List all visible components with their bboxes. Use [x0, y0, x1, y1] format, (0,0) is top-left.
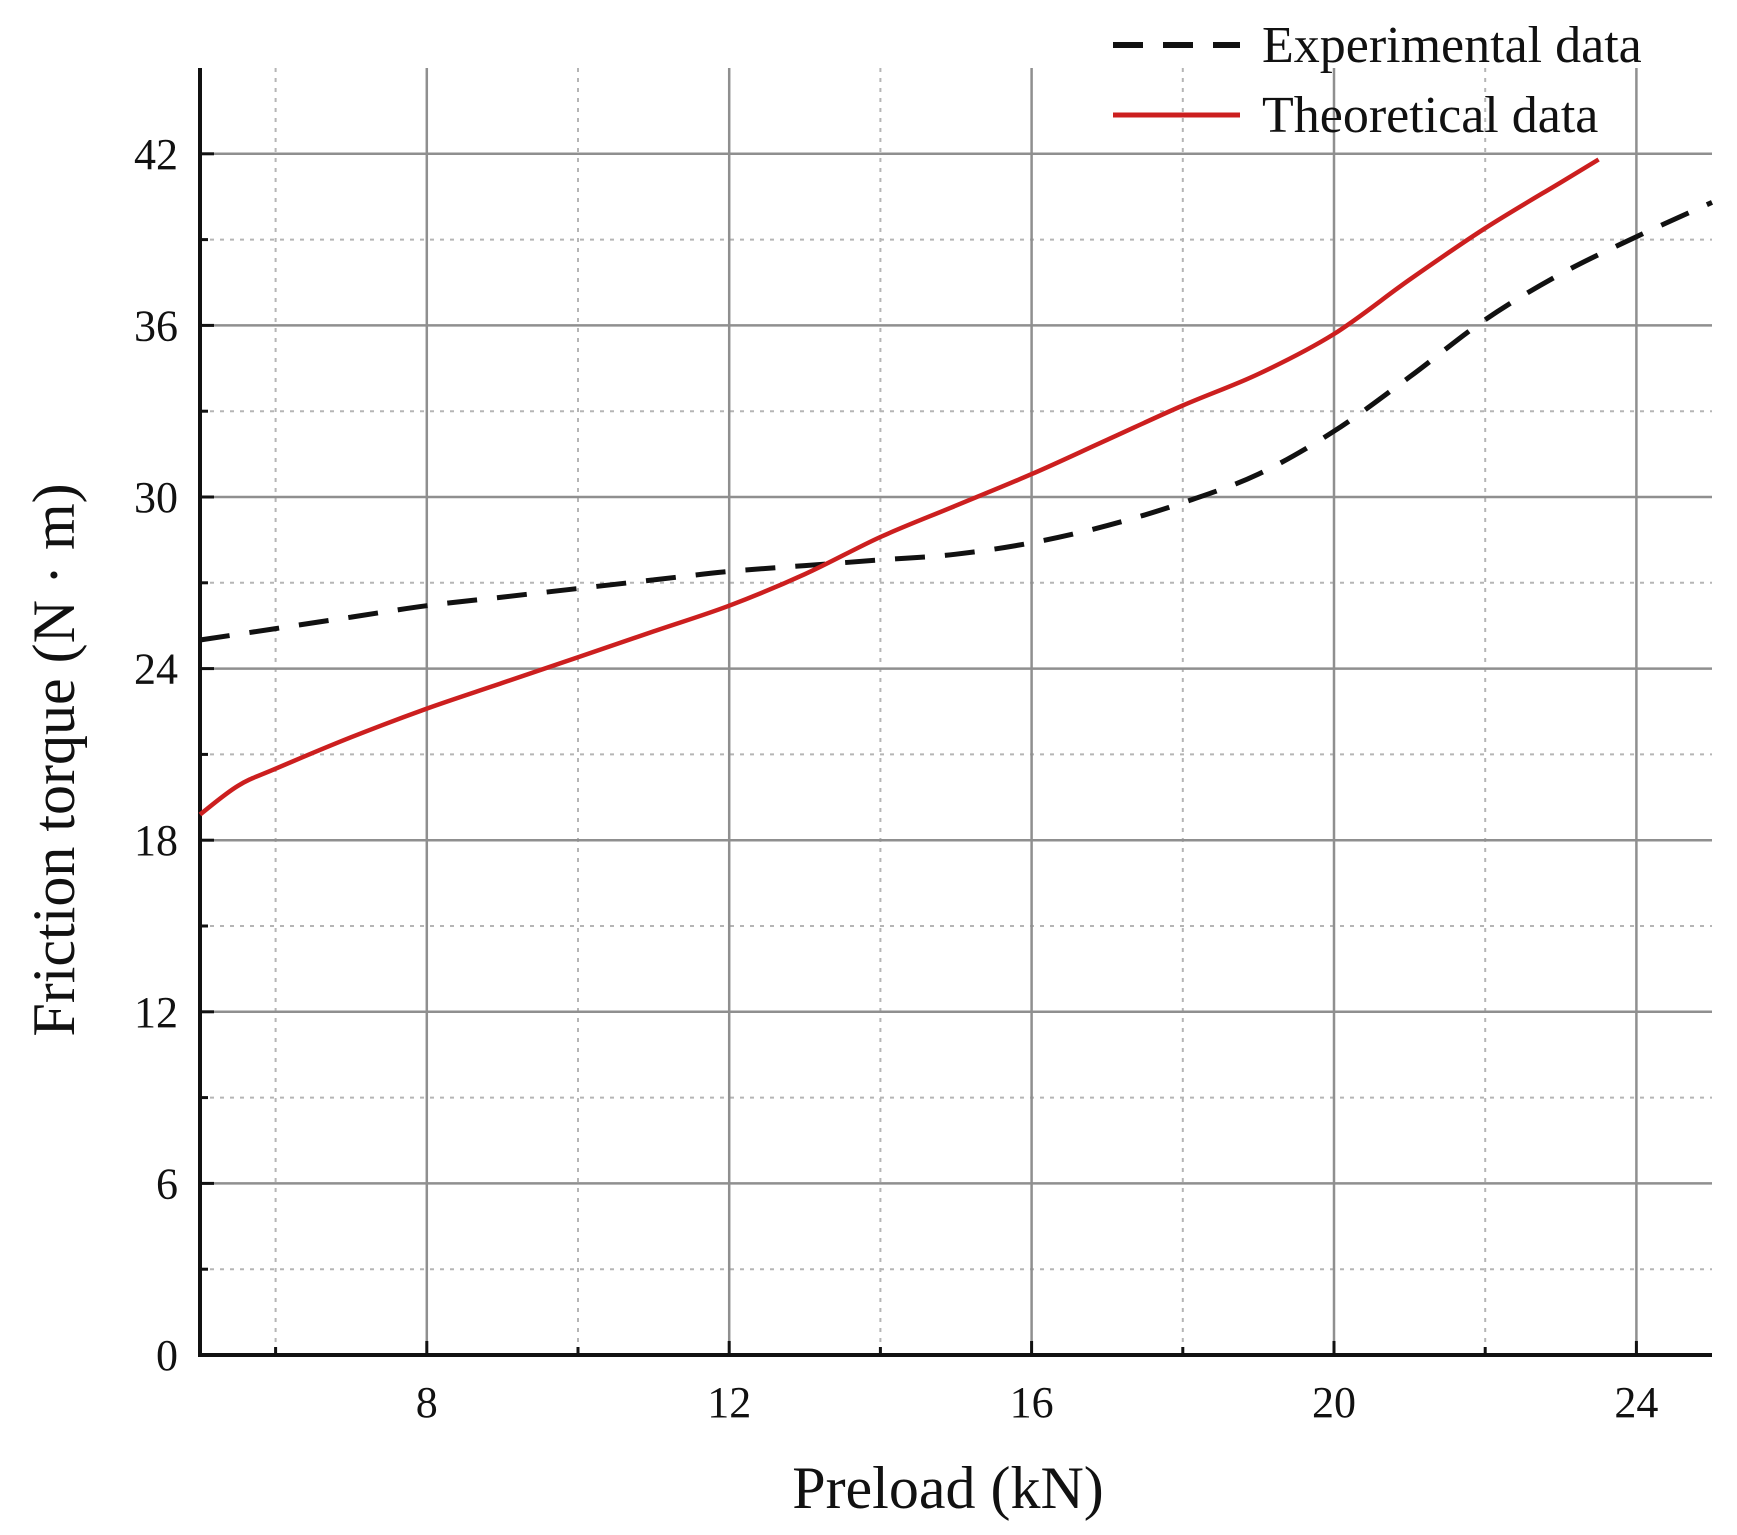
y-tick-label: 36	[134, 301, 178, 350]
grid	[200, 68, 1712, 1355]
y-tick-label: 24	[134, 645, 178, 694]
x-tick-label: 12	[707, 1378, 751, 1427]
y-tick-label: 12	[134, 988, 178, 1037]
x-tick-label: 8	[416, 1378, 438, 1427]
legend-label-experimental: Experimental data	[1262, 17, 1642, 74]
y-tick-label: 6	[156, 1159, 178, 1208]
x-tick-label: 20	[1312, 1378, 1356, 1427]
x-axis-title: Preload (kN)	[792, 1455, 1104, 1521]
y-tick-label: 30	[134, 473, 178, 522]
y-axis-title: Friction torque (N · m)	[21, 483, 87, 1036]
y-tick-label: 18	[134, 816, 178, 865]
data-series	[198, 157, 1714, 817]
series-line-theoretical	[198, 157, 1600, 817]
x-tick-label: 16	[1010, 1378, 1054, 1427]
series-line-experimental	[199, 200, 1714, 643]
legend: Experimental data Theoretical data	[1113, 17, 1642, 144]
legend-label-theoretical: Theoretical data	[1262, 87, 1598, 144]
y-tick-label: 42	[134, 130, 178, 179]
tick-labels: 0 6 12 18 24 30 36 42 8 12 16 20 24	[134, 130, 1658, 1427]
y-tick-label: 0	[156, 1331, 178, 1380]
axes	[198, 68, 1712, 1357]
x-tick-label: 24	[1614, 1378, 1658, 1427]
